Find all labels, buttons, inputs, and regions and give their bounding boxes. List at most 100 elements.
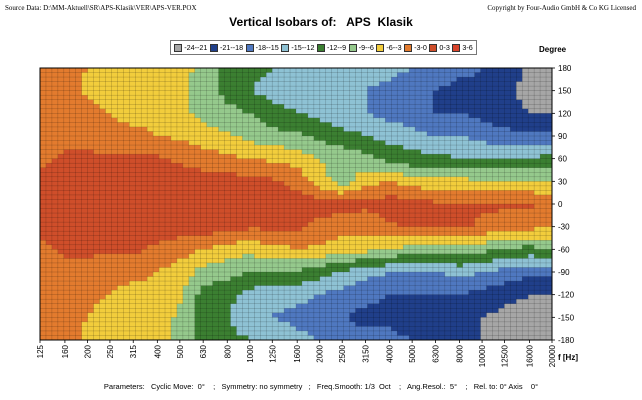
isobar-cell (319, 167, 327, 173)
isobar-cell (450, 208, 458, 214)
isobar-cell (57, 181, 65, 187)
isobar-cell (242, 213, 249, 218)
isobar-cell (212, 240, 219, 246)
isobar-cell (480, 108, 487, 114)
isobar-cell (313, 117, 321, 123)
isobar-cell (51, 217, 59, 223)
isobar-cell (361, 167, 368, 173)
isobar-cell (498, 285, 505, 291)
isobar-cell (81, 253, 88, 259)
isobar-cell (462, 131, 469, 137)
isobar-cell (421, 154, 428, 160)
isobar-cell (81, 68, 88, 73)
isobar-cell (254, 222, 261, 228)
isobar-cell (147, 204, 154, 209)
isobar-cell (456, 321, 464, 327)
isobar-cell (337, 163, 344, 169)
isobar-cell (468, 303, 475, 309)
isobar-cell (188, 267, 196, 273)
isobar-cell (153, 181, 160, 187)
isobar-cell (224, 240, 231, 246)
isobar-cell (438, 299, 446, 305)
isobar-cell (409, 126, 416, 132)
isobar-cell (123, 290, 130, 296)
isobar-cell (200, 258, 208, 264)
isobar-cell (468, 145, 475, 150)
isobar-cell (349, 317, 356, 323)
isobar-cell (522, 321, 529, 327)
isobar-cell (385, 213, 392, 218)
isobar-cell (182, 81, 190, 87)
isobar-cell (349, 199, 356, 205)
isobar-cell (432, 72, 440, 78)
isobar-cell (421, 276, 428, 282)
isobar-cell (99, 217, 106, 223)
isobar-cell (379, 140, 386, 146)
isobar-cell (349, 235, 356, 241)
isobar-cell (224, 90, 231, 96)
isobar-cell (432, 303, 440, 309)
isobar-cell (325, 163, 333, 169)
isobar-cell (456, 77, 464, 82)
isobar-cell (182, 235, 190, 241)
isobar-cell (498, 317, 505, 323)
isobar-cell (391, 276, 398, 282)
isobar-cell (254, 276, 261, 282)
isobar-cell (498, 276, 505, 282)
isobar-cell (266, 190, 273, 196)
legend-swatch (317, 43, 325, 52)
isobar-cell (450, 335, 458, 341)
isobar-cell (260, 163, 267, 169)
isobar-cell (176, 86, 184, 92)
isobar-cell (230, 181, 237, 187)
isobar-cell (290, 276, 297, 282)
isobar-cell (426, 222, 434, 228)
isobar-cell (313, 303, 321, 309)
isobar-cell (284, 163, 291, 169)
isobar-cell (242, 108, 249, 114)
isobar-cell (81, 330, 88, 336)
isobar-cell (296, 290, 303, 296)
isobar-cell (301, 249, 309, 255)
isobar-cell (403, 294, 410, 300)
isobar-cell (468, 154, 475, 160)
isobar-cell (147, 113, 154, 119)
isobar-cell (492, 131, 499, 137)
isobar-cell (462, 303, 469, 309)
isobar-cell (260, 258, 267, 264)
isobar-cell (444, 113, 452, 119)
isobar-cell (361, 99, 368, 105)
isobar-cell (87, 312, 94, 318)
isobar-cell (516, 204, 523, 209)
isobar-cell (135, 172, 142, 178)
isobar-cell (325, 244, 333, 250)
isobar-cell (63, 194, 71, 200)
isobar-cell (349, 303, 356, 309)
isobar-cell (450, 176, 458, 182)
isobar-cell (516, 154, 523, 160)
isobar-cell (165, 285, 172, 291)
isobar-cell (176, 281, 184, 286)
isobar-cell (391, 136, 398, 141)
isobar-cell (290, 149, 297, 155)
isobar-cell (165, 172, 172, 178)
isobar-cell (230, 185, 237, 191)
isobar-cell (379, 122, 386, 128)
isobar-cell (266, 204, 273, 209)
isobar-cell (123, 145, 130, 150)
isobar-cell (486, 262, 493, 268)
isobar-cell (165, 149, 172, 155)
isobar-cell (343, 299, 350, 305)
isobar-cell (343, 122, 350, 128)
isobar-cell (361, 290, 368, 296)
isobar-cell (182, 117, 190, 123)
isobar-cell (248, 77, 255, 82)
isobar-cell (165, 299, 172, 305)
isobar-cell (349, 213, 356, 218)
isobar-cell (206, 176, 213, 182)
isobar-cell (188, 163, 196, 169)
isobar-cell (421, 204, 428, 209)
isobar-cell (147, 99, 154, 105)
isobar-cell (438, 145, 446, 150)
isobar-cell (432, 90, 440, 96)
